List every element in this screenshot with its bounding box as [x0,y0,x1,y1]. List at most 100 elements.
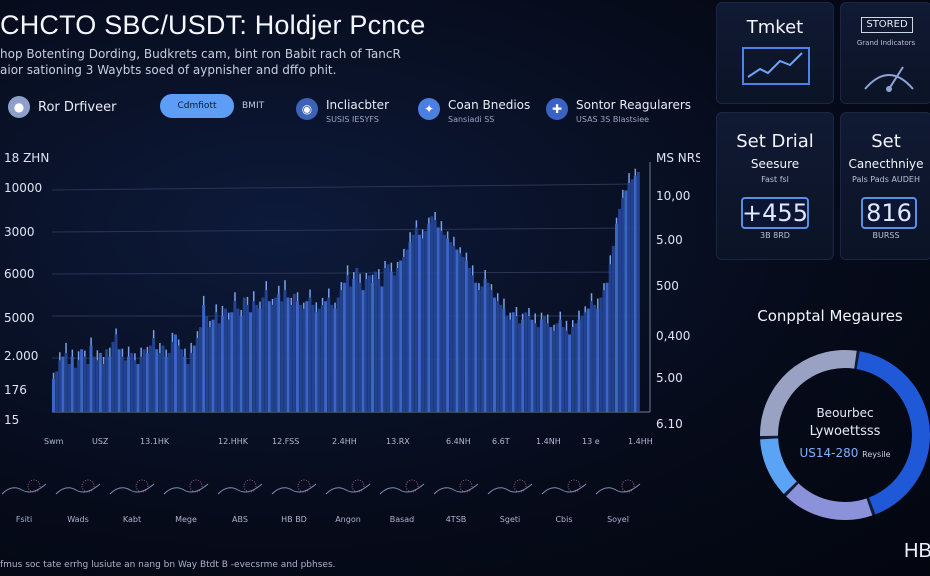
donut-line-2: Lywoettsss [809,424,881,439]
page-title: CHCTO SBC/USDT: Holdjer Pcnce [0,10,426,40]
mini-indicator[interactable]: Kabt [108,466,156,524]
chart-bar [67,364,71,412]
chart-bar [214,312,218,412]
chart-bar [480,286,484,412]
mini-indicator[interactable]: Soyel [594,466,642,524]
chart-bar [564,330,568,412]
card-set[interactable]: Set Canecthniye Pals Pads AUDEH 816 BURS… [840,112,930,260]
card-set-title: Set [871,131,901,152]
donut-chart[interactable]: Beourbec Lywoettsss US14-280 Reysile [752,342,930,528]
chart-bar [245,304,249,412]
mini-indicator[interactable]: Wads [54,466,102,524]
y-tick-label-right: 0,400 [656,329,690,343]
card-set-drial[interactable]: Set Drial Seesure Fast fsl +455 3B 8RD [716,112,834,260]
chart-bar [574,323,578,412]
toolbar-item-regulators[interactable]: ✚ Sontor Reagularers USAS 3S Blastsiee [546,94,691,124]
y-tick-label-right: 5.00 [656,233,683,247]
y-tick-label-left: 15 [4,413,19,427]
donut-svg [760,350,930,520]
chart-bar [580,316,584,412]
mini-indicator[interactable]: Basad [378,466,426,524]
chart-bar [73,367,77,412]
chart-bar [227,319,231,412]
chart-bar [455,249,459,412]
chart-bar [452,245,456,412]
x-tick-label: 6.4NH [446,437,471,446]
primary-button[interactable]: Cdmfiott [160,94,234,118]
chart-bar [98,352,102,412]
chart-bar [195,338,199,412]
x-tick-label: 13.RX [386,437,410,446]
chart-bar [433,220,437,412]
mini-indicator[interactable]: Cbis [540,466,588,524]
chart-bar [624,190,628,412]
subtitle-line-2: aior sationing 3 Waybts soed of aypnishe… [0,63,337,77]
mini-indicator-label: Cbis [555,515,573,524]
chart-bar [543,316,547,412]
chart-bar [411,234,415,412]
chart-bar [77,360,80,412]
donut-value: US14-280 Reysile [752,446,930,460]
mini-sparkline-icon [109,479,155,495]
set-value: 816 [861,197,917,229]
mini-sparkline-icon [379,479,425,495]
chart-bar [396,268,400,412]
mini-indicator[interactable]: HB BD [270,466,318,524]
chart-bar [614,223,618,412]
y-tick-label-right: 500 [656,279,679,293]
mini-sparkline-icon [595,479,641,495]
donut-value-number: US14-280 [799,446,859,460]
mini-indicator[interactable]: Sgeti [486,466,534,524]
mini-indicator[interactable]: Angon [324,466,372,524]
card-stored[interactable]: STORED Grand Indicators [840,2,930,104]
chart-bar [61,356,65,412]
chart-bar [611,245,615,412]
toolbar-item-label: Sontor Reagularers [576,98,692,112]
card-set-line2: Canecthniye [848,157,924,171]
chart-bar [477,290,481,412]
mini-indicator[interactable]: 4TSB [432,466,480,524]
y-tick-label-right: 6.10 [656,417,683,431]
chart-bar [255,304,259,412]
chart-bar [483,279,487,412]
user-label: Ror Drfiveer [38,99,117,115]
chart-bar [217,323,221,412]
chart-bar [571,327,575,412]
chart-bar [117,349,121,412]
shield-icon: ✚ [546,98,568,120]
mini-indicator-label: Fsiti [15,515,33,524]
user-profile[interactable]: ● Ror Drfiveer [8,96,116,118]
toolbar-item-indicator[interactable]: ◉ Incliacbter SUSIS IESYFS [296,94,389,124]
chart-bar [618,208,622,412]
mini-sparkline-icon [217,479,263,495]
chart-bar [549,327,553,412]
chart-bar [430,216,434,412]
subtitle-line-1: hop Botenting Dording, Budkrets cam, bin… [0,47,401,61]
indicator-icon: ◉ [296,98,318,120]
chart-bar [192,345,196,412]
donut-segment [760,350,930,520]
chart-bar [583,312,587,412]
price-chart[interactable]: 18 ZHN 10000 3000 6000 5000 2.000 176 15 MS NRS 1… [0,150,700,460]
mini-indicator[interactable]: ABS [216,466,264,524]
chart-bar [123,360,127,412]
mini-sparkline-icon [1,479,47,495]
chart-bar [189,352,193,412]
chart-bar [92,356,96,412]
chart-bar [120,356,124,412]
chart-bar [324,301,328,412]
mini-indicator[interactable]: Mege [162,466,210,524]
chart-bar [80,349,84,412]
chart-bar [224,308,227,412]
chart-bar [336,297,340,412]
mini-indicator[interactable]: Fsiti [0,466,48,524]
chart-bar [305,301,309,412]
chart-bar [208,327,212,412]
toolbar-item-coin[interactable]: ✦ Coan Bnedios Sansiadi SS [418,94,530,124]
chart-bar [202,304,206,412]
card-set-drial-title: Set Drial [736,131,814,152]
chart-bar [389,271,393,412]
card-ticket[interactable]: Tmket [716,2,834,104]
chart-bar [299,304,303,412]
chart-bar [630,179,634,412]
